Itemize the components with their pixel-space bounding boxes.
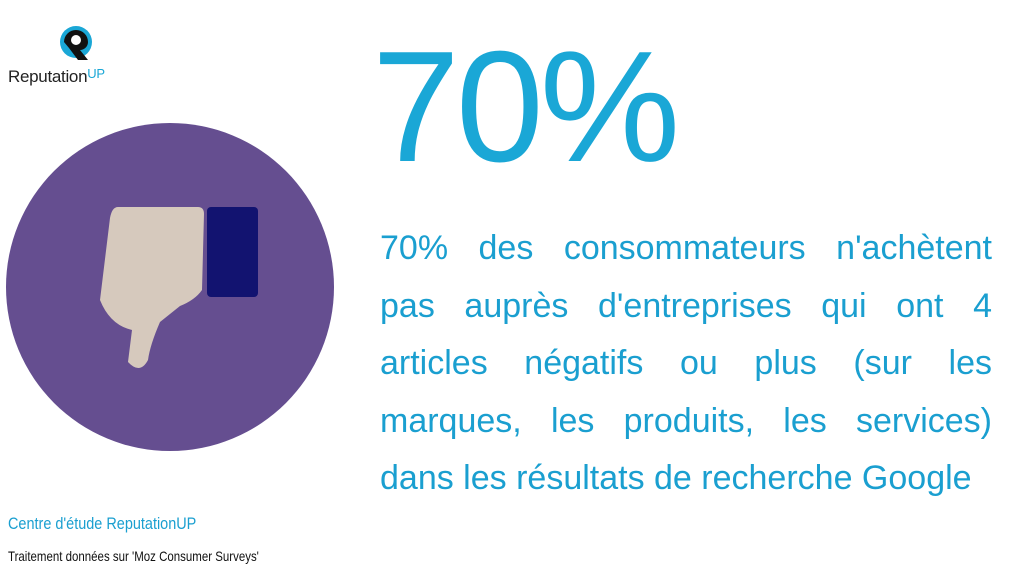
logo-icon <box>60 26 92 60</box>
headline: 70% <box>372 19 680 195</box>
thumb <box>100 207 204 369</box>
logo-text: ReputationUP <box>8 66 105 87</box>
logo-name: Reputation <box>8 67 88 86</box>
cuff <box>207 207 258 297</box>
source: Centre d'étude ReputationUP <box>8 514 197 533</box>
logo-suffix: UP <box>87 66 105 81</box>
body-text: 70% des consommateurs n'achètent pas aup… <box>380 229 992 497</box>
graphics <box>6 26 334 451</box>
note: Traitement données sur 'Moz Consumer Sur… <box>8 548 259 564</box>
